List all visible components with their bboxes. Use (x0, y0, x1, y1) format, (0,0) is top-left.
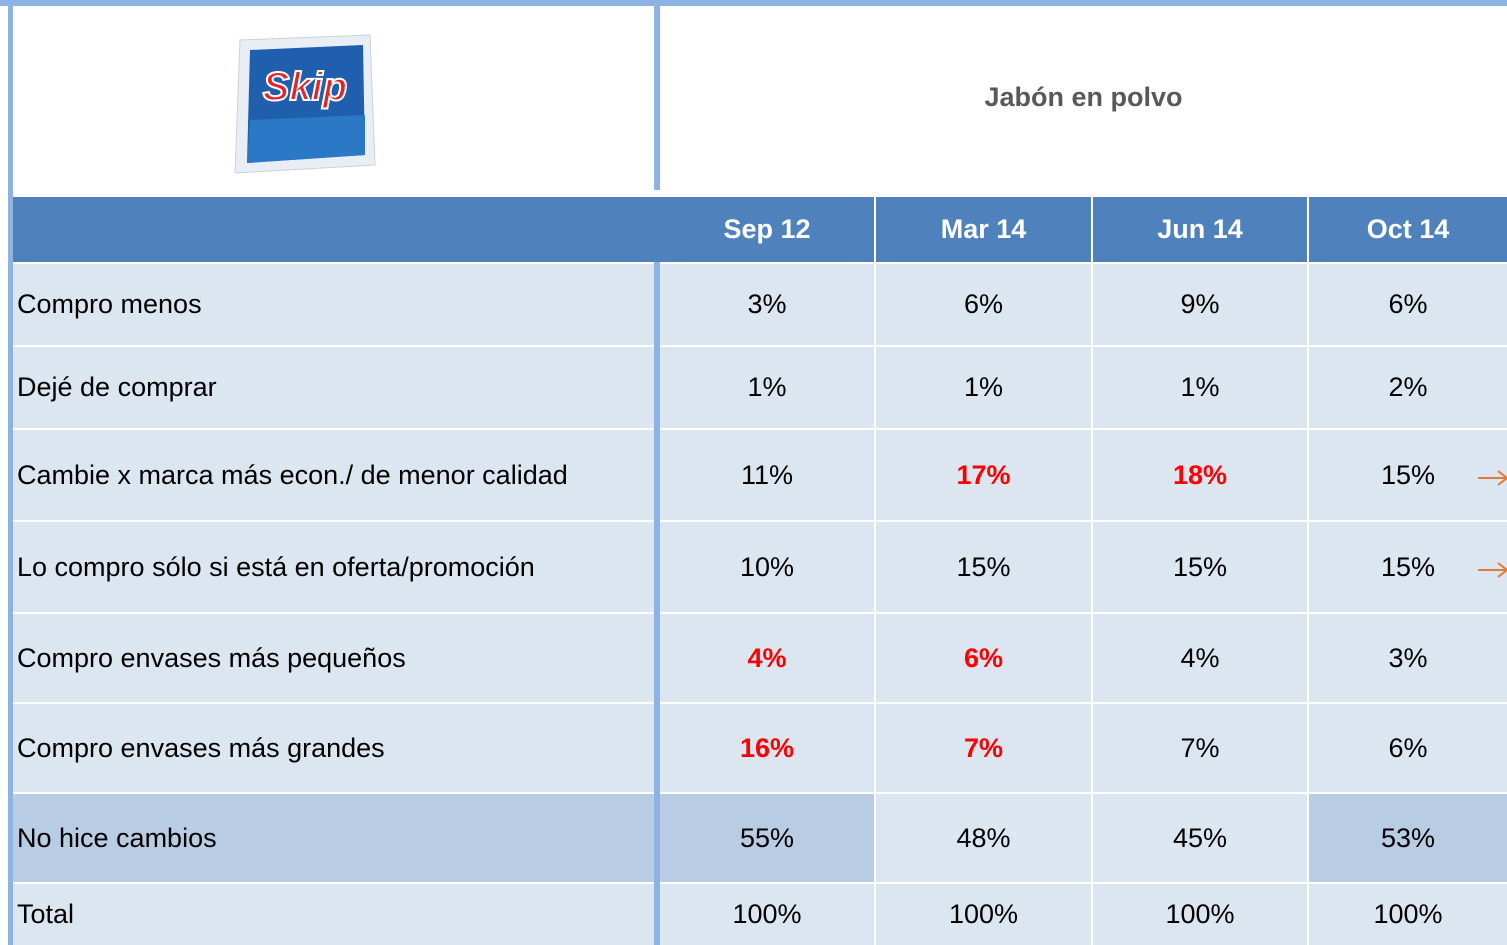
row-label: Dejé de comprar (13, 347, 654, 428)
cell: 17% (876, 430, 1091, 520)
row-divider (654, 345, 660, 428)
cell: 1% (660, 347, 874, 428)
row-divider (654, 520, 660, 612)
cell: 2% (1309, 347, 1507, 428)
cell: 6% (1309, 264, 1507, 345)
cell: 4% (1093, 614, 1307, 702)
cell: 1% (1093, 347, 1307, 428)
row-label: Lo compro sólo si está en oferta/promoci… (13, 522, 654, 612)
cell: 7% (876, 704, 1091, 792)
row-label: Compro envases más pequeños (13, 614, 654, 702)
cell: 100% (876, 884, 1091, 945)
cell: 1% (876, 347, 1091, 428)
column-header: Mar 14 (876, 197, 1091, 262)
row-label: Compro menos (13, 264, 654, 345)
header-divider (654, 0, 660, 190)
cell: 15% (1093, 522, 1307, 612)
row-divider (654, 428, 660, 520)
column-header: Oct 14 (1309, 197, 1507, 262)
cell: 15% (1309, 522, 1507, 612)
top-border (0, 0, 1507, 6)
row-divider (654, 882, 660, 945)
row-divider (654, 262, 660, 345)
table-title: Jabón en polvo (984, 82, 1183, 112)
row-divider (654, 792, 660, 882)
header-row (13, 197, 654, 262)
column-header: Jun 14 (1093, 197, 1307, 262)
left-border (8, 0, 13, 945)
row-divider (654, 612, 660, 702)
cell: 6% (1309, 704, 1507, 792)
row-label: Compro envases más grandes (13, 704, 654, 792)
row-label: Cambie x marca más econ./ de menor calid… (13, 430, 654, 520)
cell: 45% (1093, 794, 1307, 882)
column-header: Sep 12 (660, 197, 874, 262)
cell: 10% (660, 522, 874, 612)
cell: 4% (660, 614, 874, 702)
cell: 16% (660, 704, 874, 792)
row-divider (654, 702, 660, 792)
cell: 53% (1309, 794, 1507, 882)
row-label: No hice cambios (13, 794, 654, 882)
cell: 18% (1093, 430, 1307, 520)
cell: 9% (1093, 264, 1307, 345)
row-label: Total (13, 884, 654, 945)
cell: 6% (876, 264, 1091, 345)
cell: 100% (660, 884, 874, 945)
cell: 48% (876, 794, 1091, 882)
cell: 15% (1309, 430, 1507, 520)
header-divider (654, 197, 660, 262)
cell: 55% (660, 794, 874, 882)
cell: 3% (660, 264, 874, 345)
cell: 3% (1309, 614, 1507, 702)
cell: 11% (660, 430, 874, 520)
cell: 100% (1309, 884, 1507, 945)
arrows (1478, 470, 1507, 578)
cell: 6% (876, 614, 1091, 702)
cell: 100% (1093, 884, 1307, 945)
product-image: Skip (234, 34, 376, 174)
product-logo: Skip (263, 65, 347, 109)
cell: 15% (876, 522, 1091, 612)
cell: 7% (1093, 704, 1307, 792)
